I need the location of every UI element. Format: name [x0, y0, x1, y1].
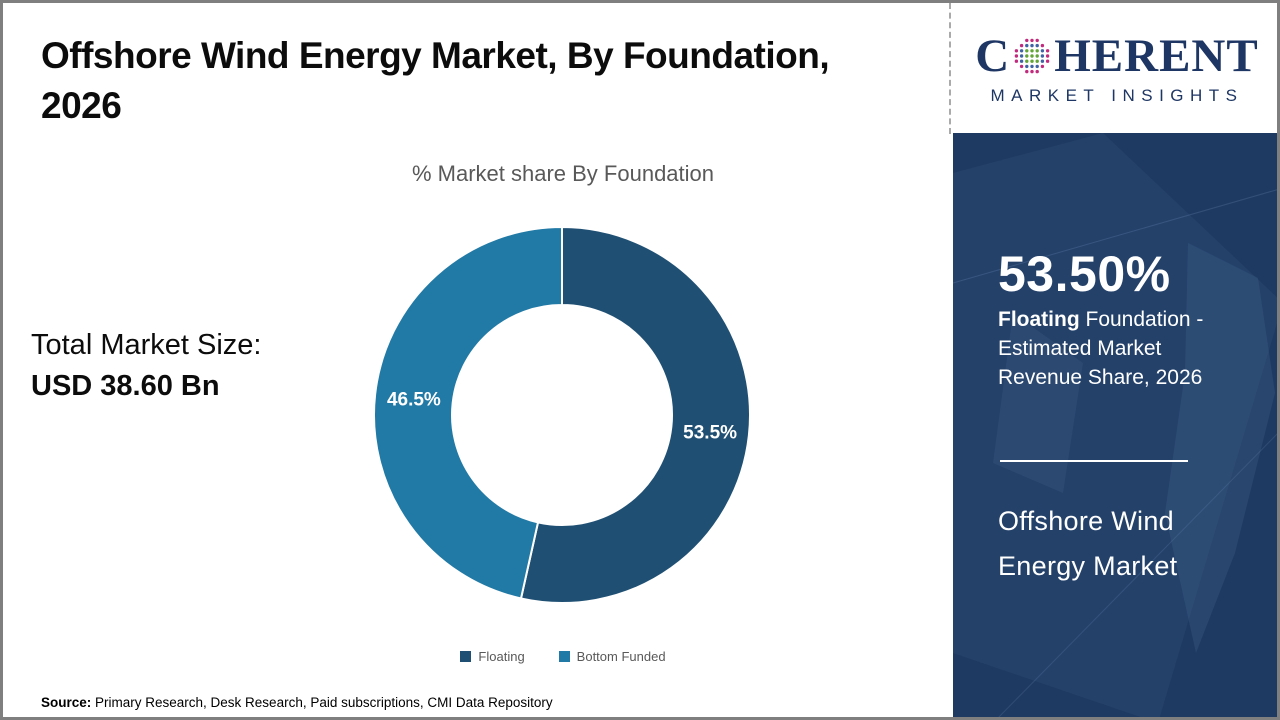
globe-dot [1030, 49, 1034, 53]
globe-dot [1025, 49, 1029, 53]
globe-dot [1014, 59, 1019, 63]
globe-dot [1020, 59, 1024, 63]
donut-slice-floating [519, 225, 751, 604]
donut-chart-svg: 53.5% 46.5% [373, 225, 751, 604]
sidebar-panel: 53.50% Floating Foundation - Estimated M… [953, 133, 1277, 717]
globe-dots-icon [1014, 38, 1050, 74]
legend-item-floating: Floating [460, 649, 525, 664]
sidebar-stat-segment: Floating [998, 308, 1080, 331]
globe-dot [1014, 49, 1019, 53]
world-map-texture [953, 133, 1277, 717]
legend-label: Floating [478, 649, 525, 664]
globe-dot [1040, 64, 1045, 69]
source-text: Primary Research, Desk Research, Paid su… [91, 695, 553, 710]
page-title-line2: 2026 [41, 85, 122, 126]
sidebar-divider [1000, 460, 1188, 462]
globe-dot [1035, 59, 1040, 63]
sidebar-market-name-line2: Energy Market [998, 551, 1178, 581]
globe-dot [1040, 54, 1045, 58]
globe-dot [1025, 43, 1029, 48]
globe-dot [1030, 43, 1034, 48]
globe-dot [1025, 69, 1029, 74]
globe-dot [1046, 54, 1050, 58]
donut-slice-label: 53.5% [683, 422, 737, 443]
sidebar-market-name: Offshore Wind Energy Market [998, 499, 1177, 589]
legend-swatch-icon [558, 651, 570, 662]
globe-dot [1020, 49, 1024, 53]
page-title: Offshore Wind Energy Market, By Foundati… [41, 31, 921, 131]
source-line: Source: Primary Research, Desk Research,… [41, 695, 553, 710]
globe-dot [1014, 54, 1019, 58]
sidebar-stat-rest: Foundation - Estimated Market Revenue Sh… [998, 308, 1204, 389]
globe-dot [1030, 38, 1034, 43]
legend-label: Bottom Funded [576, 649, 666, 664]
globe-dot [1035, 49, 1040, 53]
globe-dot [1046, 49, 1050, 53]
globe-dot [1035, 64, 1040, 69]
globe-dot [1030, 59, 1034, 63]
source-label: Source: [41, 695, 92, 710]
globe-dot [1030, 64, 1034, 69]
coherent-logo: C HERENT MARKET INSIGHTS [961, 29, 1273, 106]
logo-letters-rest: HERENT [1054, 30, 1259, 82]
total-market-size: Total Market Size: USD 38.60 Bn [31, 325, 261, 407]
globe-dot [1025, 54, 1029, 58]
globe-dot [1020, 43, 1024, 48]
total-market-size-label: Total Market Size: [31, 329, 262, 361]
sidebar-content: 53.50% Floating Foundation - Estimated M… [953, 133, 1277, 717]
globe-dot [1020, 54, 1024, 58]
globe-dot [1020, 64, 1024, 69]
globe-dot [1040, 59, 1045, 63]
donut-slice-bottom-funded [373, 225, 563, 600]
logo-tagline: MARKET INSIGHTS [990, 86, 1244, 105]
globe-dot [1046, 59, 1050, 63]
legend-swatch-icon [460, 651, 472, 662]
logo-dashed-divider [949, 3, 951, 134]
legend-item-bottom-funded: Bottom Funded [558, 649, 666, 664]
globe-dot [1030, 69, 1034, 74]
logo-wordmark: C HERENT [975, 29, 1258, 83]
page-title-line1: Offshore Wind Energy Market, By Foundati… [41, 35, 830, 76]
globe-dot [1035, 54, 1040, 58]
globe-dot [1025, 38, 1029, 43]
chart-legend: Floating Bottom Funded [163, 649, 963, 664]
sidebar-stat-value: 53.50% [998, 246, 1171, 302]
logo-letter-c: C [975, 30, 1011, 82]
donut-slice-label: 46.5% [387, 390, 441, 411]
globe-dot [1035, 69, 1040, 74]
globe-dot [1040, 43, 1045, 48]
donut-chart: 53.5% 46.5% [362, 215, 762, 615]
globe-dot [1035, 38, 1040, 43]
globe-dot [1030, 54, 1034, 58]
globe-dot [1025, 59, 1029, 63]
globe-dot [1035, 43, 1040, 48]
globe-dot [1040, 49, 1045, 53]
chart-title: % Market share By Foundation [411, 161, 715, 186]
globe-dot [1025, 64, 1029, 69]
total-market-size-value: USD 38.60 Bn [31, 370, 220, 402]
sidebar-market-name-line1: Offshore Wind [998, 506, 1174, 536]
sidebar-stat-description: Floating Foundation - Estimated Market R… [998, 305, 1234, 392]
